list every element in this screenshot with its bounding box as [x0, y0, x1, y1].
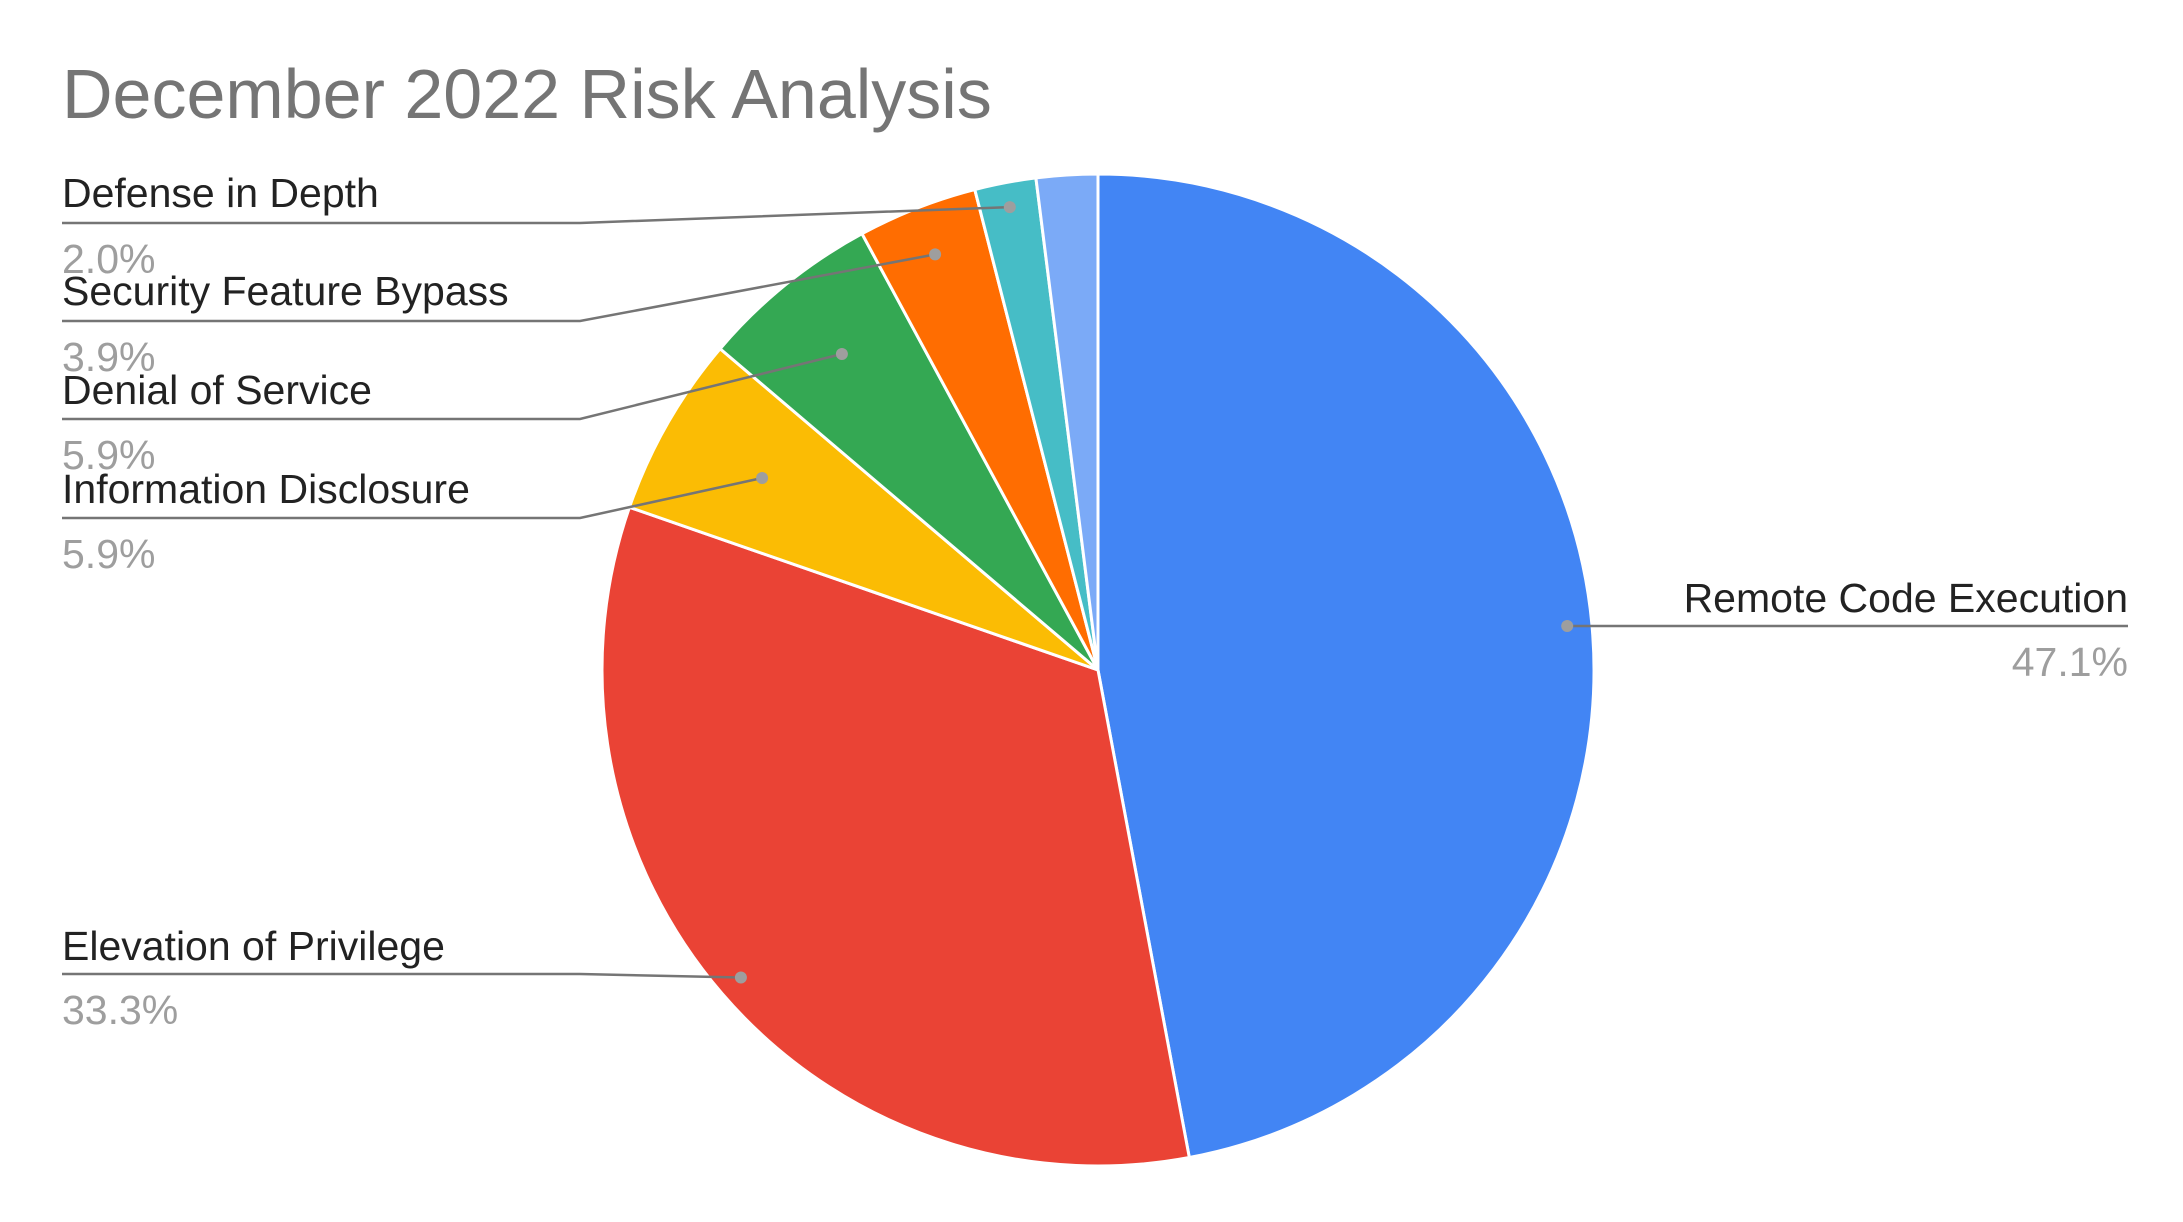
pie-slice — [600, 505, 1192, 1168]
pie-slices — [600, 172, 1596, 1168]
slice-label: Remote Code Execution — [1684, 575, 2128, 621]
slice-label: Elevation of Privilege — [62, 923, 445, 969]
slice-percent-label: 33.3% — [62, 987, 178, 1033]
leader-dot — [1003, 201, 1016, 214]
leader-line — [62, 205, 1010, 225]
slice-percent-label: 5.9% — [62, 432, 155, 478]
leader-dot — [929, 248, 942, 261]
pie-slice — [1096, 172, 1596, 1160]
leader-dot — [1561, 620, 1574, 632]
pie-slice — [627, 346, 1099, 672]
chart-title: December 2022 Risk Analysis — [62, 55, 992, 133]
slice-percent-label: 2.0% — [62, 236, 155, 282]
leader-dot — [756, 472, 769, 484]
slice-percent-label: 3.9% — [62, 334, 155, 380]
pie-slice — [717, 231, 1100, 672]
slice-percent-label: 5.9% — [62, 531, 155, 577]
slice-label: Denial of Service — [62, 367, 372, 413]
leader-dot — [835, 348, 848, 360]
slice-label: Defense in Depth — [62, 170, 379, 216]
leader-line — [62, 352, 843, 421]
leader-line — [62, 476, 763, 520]
leader-line — [62, 972, 741, 979]
slice-label: Security Feature Bypass — [62, 268, 509, 314]
slice-percent-label: 47.1% — [2012, 639, 2128, 685]
leader-dot — [734, 971, 747, 984]
pie-slice — [1034, 172, 1100, 671]
leader-line — [62, 253, 936, 323]
slice-label: Information Disclosure — [62, 466, 470, 512]
slice-labels: Remote Code Execution 47.1% Elevation of P… — [62, 170, 2128, 1033]
